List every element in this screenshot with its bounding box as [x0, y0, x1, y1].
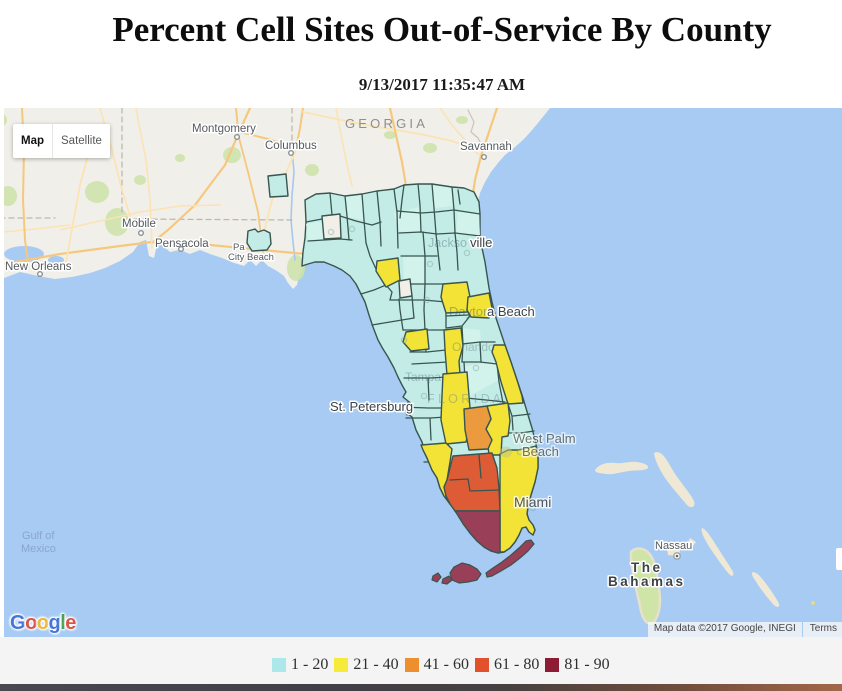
svg-text:Gulf of: Gulf of [22, 530, 55, 542]
svg-text:The: The [631, 560, 663, 575]
svg-text:City Beach: City Beach [228, 252, 274, 263]
svg-text:St. Petersburg: St. Petersburg [330, 399, 413, 414]
svg-text:F L O R I D A: F L O R I D A [427, 392, 502, 406]
svg-text:New Orleans: New Orleans [5, 261, 72, 273]
svg-text:Bahamas: Bahamas [608, 574, 686, 589]
svg-text:Mexico: Mexico [21, 543, 56, 555]
svg-text:Miami: Miami [514, 494, 551, 510]
svg-text:Pa: Pa [233, 242, 245, 253]
svg-text:Beach: Beach [522, 444, 559, 459]
svg-text:Savannah: Savannah [460, 141, 512, 153]
svg-text:ville: ville [470, 235, 492, 250]
svg-text:Nassau: Nassau [655, 540, 692, 552]
svg-text:Dayton: Dayton [449, 304, 490, 319]
svg-text:Columbus: Columbus [265, 140, 317, 152]
svg-text:Pensacola: Pensacola [155, 238, 209, 250]
svg-text:a Beach: a Beach [487, 304, 535, 319]
svg-text:Jackso: Jackso [428, 236, 467, 250]
svg-text:Montgomery: Montgomery [192, 123, 256, 135]
svg-text:Mobile: Mobile [122, 218, 156, 230]
svg-text:Tampa: Tampa [405, 370, 441, 384]
svg-text:Orlando: Orlando [452, 340, 495, 354]
svg-text:West Palm: West Palm [513, 431, 576, 446]
svg-text:GEORGIA: GEORGIA [345, 116, 428, 131]
